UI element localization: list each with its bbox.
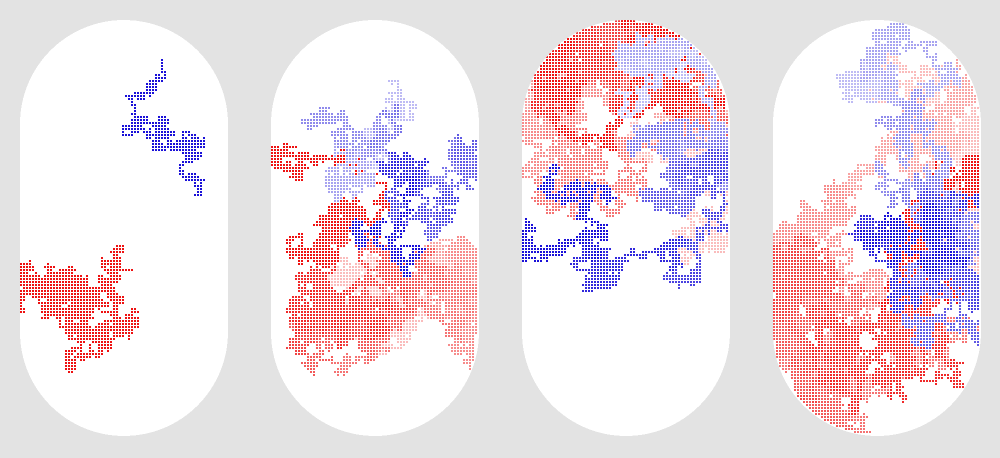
blue-walk-trail-segment: [301, 107, 387, 160]
red-walk-trail-segment: [531, 26, 698, 121]
red-walk-trail-segment: [531, 83, 698, 220]
blue-walk-trail-segment: [364, 80, 417, 169]
blue-walk-trail-segment: [633, 122, 728, 190]
red-walk-trail-segment: [286, 224, 393, 349]
blue-walk-trail-segment: [349, 176, 426, 277]
red-walk-trail-segment: [328, 254, 432, 355]
red-walk-trail-segment: [842, 59, 976, 214]
blue-walk-trail-segment: [848, 191, 979, 313]
panel-3: [522, 20, 730, 436]
red-walk-trail-segment: [773, 284, 877, 430]
blue-walk-trail-segment: [522, 164, 617, 262]
blue-walk-trail-segment: [836, 62, 898, 103]
stadium-container: [522, 20, 730, 436]
blue-walk-trail-segment: [612, 38, 707, 118]
blue-walk-trail-segment: [887, 173, 979, 265]
red-walk-trail-segment: [436, 236, 477, 370]
panel-4: [773, 20, 981, 436]
blue-walk-trail-segment: [914, 188, 979, 313]
red-walk-trail-segment: [773, 179, 943, 361]
blue-walk-trail-segment: [902, 233, 979, 349]
blue-walk-trail-segment: [875, 89, 952, 196]
blue-walk-trail-segment: [639, 155, 704, 217]
blue-walk-trail-segment: [615, 32, 725, 124]
panel-1: [20, 20, 228, 436]
red-walk-trail-segment: [576, 20, 713, 88]
blue-walk-trail-segment: [385, 179, 459, 226]
red-walk-trail-segment: [522, 71, 614, 187]
red-walk-trail-segment: [286, 233, 414, 355]
red-walk-trail-segment: [397, 239, 477, 307]
blue-walk-trail-segment: [627, 119, 728, 196]
red-walk-trail-segment: [809, 275, 964, 415]
panel-2: [271, 20, 479, 436]
stadium-container: [20, 20, 228, 436]
blue-walk-trail-segment: [663, 149, 728, 289]
red-walk-trail-segment: [289, 245, 453, 376]
